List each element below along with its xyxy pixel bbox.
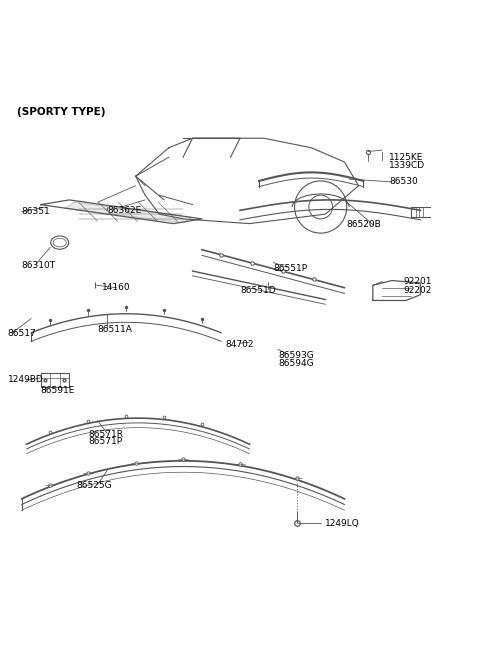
Text: 86525G: 86525G: [76, 481, 112, 490]
Text: 86351: 86351: [22, 207, 50, 216]
Text: 1125KE: 1125KE: [389, 153, 424, 161]
Text: 1339CD: 1339CD: [389, 161, 426, 170]
Text: 86362E: 86362E: [107, 206, 142, 215]
Text: 86591E: 86591E: [41, 386, 75, 395]
Text: 86530: 86530: [389, 177, 418, 186]
Text: 84702: 84702: [226, 340, 254, 348]
Text: 92201: 92201: [404, 277, 432, 286]
Text: 86310T: 86310T: [22, 261, 56, 270]
Text: 86517: 86517: [8, 329, 36, 338]
Text: 86551P: 86551P: [273, 264, 307, 273]
Text: 92202: 92202: [404, 285, 432, 295]
Text: 86520B: 86520B: [347, 220, 382, 229]
Text: 86571R: 86571R: [88, 430, 123, 439]
Text: 1249LQ: 1249LQ: [325, 519, 360, 528]
Text: 86551D: 86551D: [240, 285, 276, 295]
Text: 86511A: 86511A: [97, 325, 132, 335]
Text: 14160: 14160: [102, 283, 131, 292]
Text: 86571P: 86571P: [88, 438, 122, 446]
Text: 86593G: 86593G: [278, 350, 314, 359]
Polygon shape: [64, 202, 192, 222]
Text: (SPORTY TYPE): (SPORTY TYPE): [17, 108, 106, 117]
Text: 86594G: 86594G: [278, 359, 313, 367]
Text: 1249BD: 1249BD: [8, 375, 43, 384]
